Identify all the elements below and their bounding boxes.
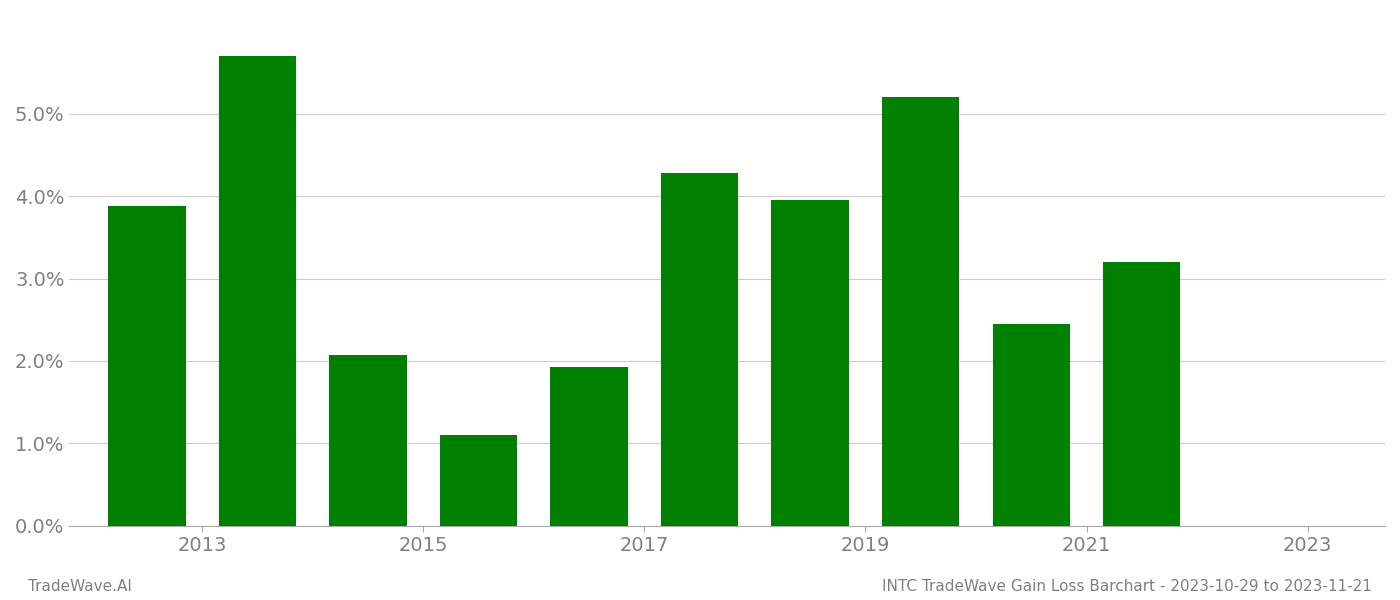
Bar bbox=[993, 324, 1070, 526]
Bar bbox=[329, 355, 406, 526]
Bar bbox=[218, 56, 297, 526]
Bar bbox=[550, 367, 627, 526]
Bar bbox=[882, 97, 959, 526]
Bar bbox=[440, 435, 517, 526]
Text: INTC TradeWave Gain Loss Barchart - 2023-10-29 to 2023-11-21: INTC TradeWave Gain Loss Barchart - 2023… bbox=[882, 579, 1372, 594]
Text: TradeWave.AI: TradeWave.AI bbox=[28, 579, 132, 594]
Bar bbox=[1103, 262, 1180, 526]
Bar bbox=[771, 200, 848, 526]
Bar bbox=[108, 206, 186, 526]
Bar bbox=[661, 173, 738, 526]
